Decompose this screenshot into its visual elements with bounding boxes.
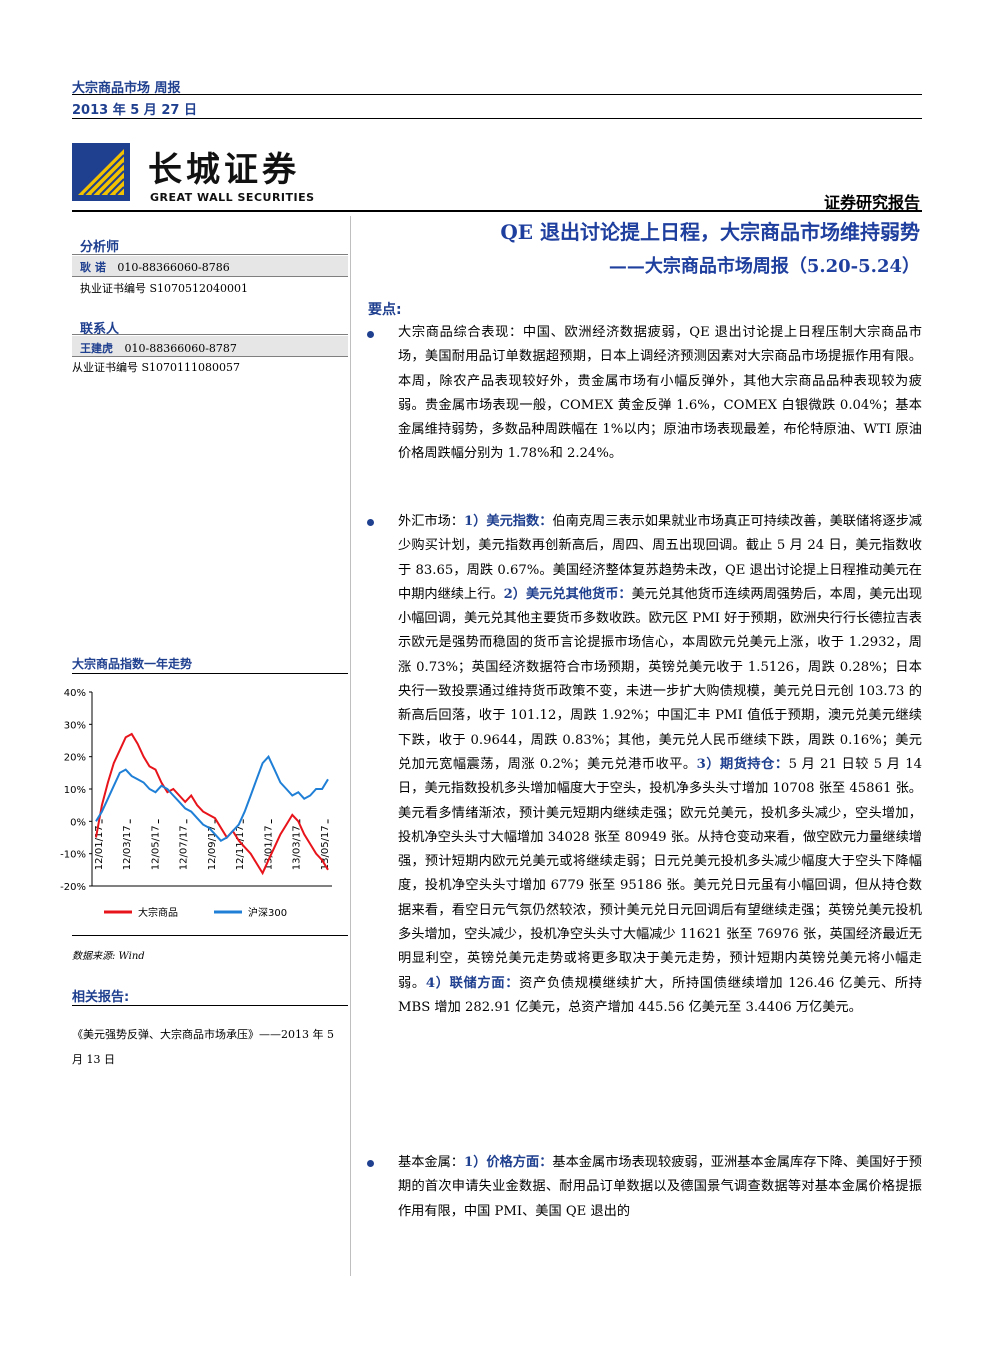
data-source: 数据来源: Wind (72, 951, 145, 962)
x-tick-label: 12/07/17 (179, 825, 190, 870)
report-title: QE 退出讨论提上日程，大宗商品市场维持弱势 (500, 220, 920, 244)
header-title: 大宗商品市场 周报 (72, 81, 181, 96)
contact-divider-2 (72, 356, 348, 357)
analyst-phone: 010-88366060-8786 (117, 261, 230, 274)
header-date: 2013 年 5 月 27 日 (72, 103, 197, 118)
contact-row: 王建虎 010-88366060-8787 (80, 340, 237, 356)
chart-title-divider (72, 673, 348, 674)
x-tick-label: 12/05/17 (151, 825, 162, 870)
related-label: 相关报告: (72, 990, 130, 1005)
y-tick-label: 10% (64, 785, 86, 796)
logo-mark (72, 143, 130, 201)
x-tick-label: 12/03/17 (122, 825, 133, 870)
analyst-divider (72, 254, 348, 255)
bullet-icon (367, 519, 374, 526)
contact-divider (72, 334, 348, 335)
fx-futures-text: 5 月 21 日较 5 月 14 日，美元指数投机多头增加幅度大于空头，投机净多… (398, 756, 922, 991)
metals-price-heading: 1）价格方面： (464, 1155, 553, 1170)
header-divider-2 (72, 118, 922, 119)
y-tick-label: 30% (64, 720, 86, 731)
logo-text-cn: 长城证券 (148, 150, 300, 190)
analyst-divider-2 (72, 276, 348, 277)
fx-fed-heading: 4）联储方面： (425, 975, 520, 991)
paragraph-commodity-overview: 大宗商品综合表现：中国、欧洲经济数据疲弱，QE 退出讨论提上日程压制大宗商品市场… (398, 325, 922, 462)
x-tick-label: 12/11/17 (235, 825, 246, 870)
report-type: 证券研究报告 (823, 193, 920, 212)
y-tick-label: -10% (60, 850, 86, 861)
fx-fed-text: 资产负债规模继续扩大，所持国债继续增加 126.46 亿美元、所持 MBS 增加… (398, 975, 922, 1015)
paragraph-base-metals: 基本金属：1）价格方面：基本金属市场表现较疲弱，亚洲基本金属库存下降、美国好于预… (398, 1151, 922, 1224)
report-subtitle: ——大宗商品市场周报（5.20-5.24） (608, 256, 920, 277)
contact-cert: 从业证书编号 S1070111080057 (72, 361, 241, 374)
analyst-label: 分析师 (80, 240, 120, 255)
fx-other-currencies-heading: 2）美元兑其他货币： (503, 586, 632, 602)
x-tick-label: 12/09/17 (207, 825, 218, 870)
related-report: 《美元强势反弹、大宗商品市场承压》——2013 年 5 月 13 日 (72, 1028, 334, 1066)
fx-dollar-index-heading: 1）美元指数： (464, 514, 553, 529)
commodity-chart: 40% 30% 20% 10% 0% -10% -20% 12/01/17 12/03/17 12… (60, 688, 332, 919)
contact-name: 王建虎 (80, 342, 113, 355)
analyst-cert: 执业证书编号 S1070512040001 (80, 282, 249, 295)
x-tick-label: 12/01/17 (94, 825, 105, 870)
related-divider (72, 1005, 348, 1006)
bullet-icon (367, 1160, 374, 1167)
x-tick-label: 13/03/17 (292, 825, 303, 870)
contact-row-bg (72, 336, 348, 356)
x-tick-label: 13/01/17 (264, 825, 275, 870)
y-tick-label: -20% (60, 882, 86, 893)
chart-title: 大宗商品指数一年走势 (72, 657, 193, 671)
paragraph-fx-market: 外汇市场：1）美元指数：伯南克周三表示如果就业市场真正可持续改善，美联储将逐步减… (398, 510, 922, 1020)
contact-phone: 010-88366060-8787 (124, 342, 237, 355)
fx-dollar-index-text: 伯南克周三表示如果就业市场真正可持续改善，美联储将逐步减少购买计划，美元指数再创… (398, 514, 922, 602)
series-line-csi300 (95, 754, 329, 842)
y-tick-label: 20% (64, 753, 86, 764)
y-tick-label: 40% (64, 688, 86, 699)
x-tick-label: 13/05/17 (320, 825, 331, 870)
chart-bottom-divider (72, 935, 348, 936)
analyst-name: 耿 诺 (80, 261, 106, 274)
legend-label: 沪深300 (248, 906, 287, 919)
fx-other-currencies-text: 美元兑其他货币连续两周强势后，本周，美元出现小幅回调，美元兑其他主要货币多数收跌… (398, 586, 923, 772)
analyst-row-bg (72, 256, 348, 276)
metals-price-text: 基本金属市场表现较疲弱，亚洲基本金属库存下降、美国好于预期的首次申请失业金数据、… (398, 1155, 922, 1219)
bullet-icon (367, 331, 374, 338)
analyst-row: 耿 诺 010-88366060-8786 (80, 259, 230, 275)
fx-label: 外汇市场： (398, 514, 465, 529)
legend-label: 大宗商品 (138, 906, 178, 919)
metals-label: 基本金属： (398, 1155, 465, 1170)
logo-text-en: GREAT WALL SECURITIES (150, 191, 315, 204)
fx-futures-heading: 3）期货持仓： (696, 756, 789, 772)
series-line-commodity (95, 732, 329, 876)
keypoints-label: 要点: (368, 302, 402, 318)
header-divider (72, 94, 922, 95)
column-divider (350, 216, 351, 1276)
title-divider (72, 210, 922, 212)
y-tick-label: 0% (70, 817, 86, 828)
contact-label: 联系人 (80, 322, 120, 337)
